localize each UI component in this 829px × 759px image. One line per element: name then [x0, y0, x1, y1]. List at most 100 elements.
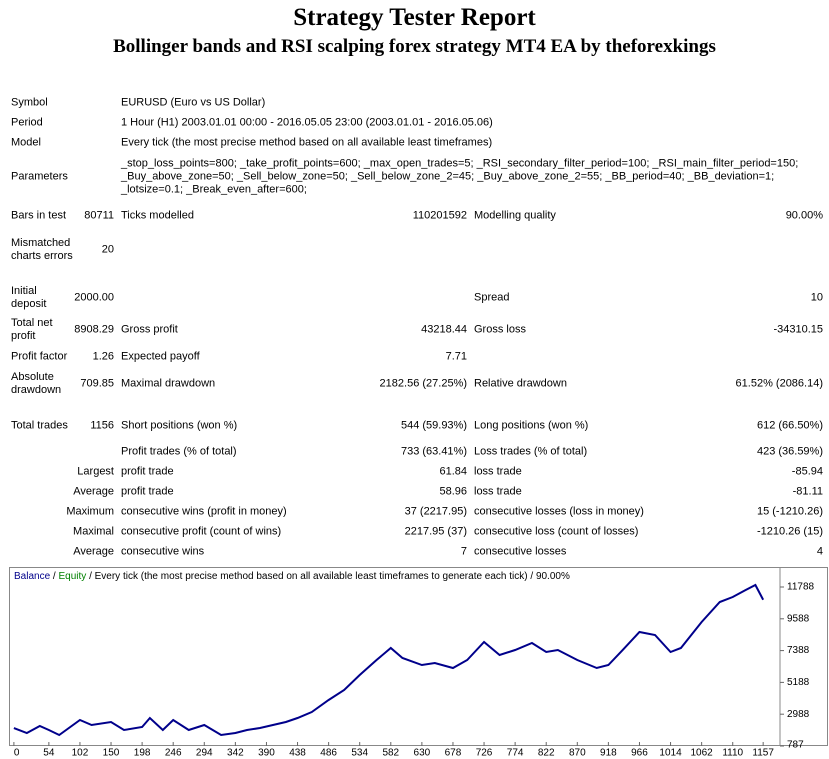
- stat-value: Maximal: [73, 525, 114, 538]
- stat-value: 80711: [84, 209, 114, 222]
- x-tick-label: 54: [43, 748, 55, 759]
- stat-label: Gross profit: [121, 323, 178, 336]
- info-label: Model: [11, 136, 41, 149]
- x-tick-label: 870: [569, 748, 586, 759]
- x-tick-label: 198: [134, 748, 151, 759]
- x-tick-label: 150: [103, 748, 120, 759]
- x-tick-label: 102: [72, 748, 89, 759]
- stat-value: 1156: [90, 419, 114, 432]
- stat-value: Maximum: [66, 505, 114, 518]
- stat-label: Total net profit: [11, 317, 53, 342]
- stat-label: Initial deposit: [11, 285, 47, 310]
- stat-label: Mismatched charts errors: [11, 237, 73, 262]
- stat-value: 709.85: [80, 377, 114, 390]
- stat-value: 15 (-1210.26): [756, 505, 823, 518]
- x-tick-label: 822: [538, 748, 555, 759]
- stat-label: consecutive wins (profit in money): [121, 505, 287, 518]
- x-tick-label: 678: [445, 748, 462, 759]
- stat-value: 61.84: [439, 465, 467, 478]
- stat-label: Short positions (won %): [121, 419, 238, 432]
- x-tick-label: 0: [14, 748, 20, 759]
- info-value: 1 Hour (H1) 2003.01.01 00:00 - 2016.05.0…: [121, 116, 493, 129]
- stat-value: 2000.00: [74, 291, 114, 304]
- stat-label: Modelling quality: [474, 209, 556, 222]
- chart-frame: [9, 567, 828, 746]
- stat-value: Largest: [77, 465, 114, 478]
- stat-label: Relative drawdown: [474, 377, 567, 390]
- x-tick-label: 486: [320, 748, 337, 759]
- x-tick-label: 438: [289, 748, 306, 759]
- x-tick-label: 534: [351, 748, 368, 759]
- report-title: Strategy Tester Report: [293, 4, 536, 31]
- stat-label: Absolute drawdown: [11, 371, 62, 396]
- x-tick-label: 294: [196, 748, 213, 759]
- stat-value: -81.11: [792, 485, 823, 498]
- stat-value: Average: [73, 485, 114, 498]
- info-label: Period: [11, 116, 43, 129]
- stat-value: 61.52% (2086.14): [735, 377, 823, 390]
- stat-value: 2217.95 (37): [404, 525, 467, 538]
- x-tick-label: 390: [258, 748, 275, 759]
- x-tick-label: 1062: [691, 748, 714, 759]
- y-tick-label: 5188: [787, 677, 810, 688]
- stat-label: loss trade: [474, 465, 522, 478]
- y-tick-label: 11788: [787, 582, 815, 593]
- x-tick-label: 918: [600, 748, 617, 759]
- x-tick-label: 342: [227, 748, 244, 759]
- stat-value: 37 (2217.95): [404, 505, 467, 518]
- x-tick-label: 246: [165, 748, 182, 759]
- info-value: _stop_loss_points=800; _take_profit_poin…: [121, 157, 799, 196]
- x-tick-label: 582: [382, 748, 399, 759]
- stat-value: 2182.56 (27.25%): [379, 377, 467, 390]
- stat-value: 4: [816, 545, 823, 558]
- stat-value: 110201592: [412, 209, 467, 222]
- info-label: Parameters: [11, 170, 68, 183]
- stat-value: 733 (63.41%): [400, 445, 467, 458]
- stat-value: 612 (66.50%): [756, 419, 823, 432]
- x-tick-label: 966: [631, 748, 648, 759]
- info-value: Every tick (the most precise method base…: [121, 136, 493, 149]
- x-tick-label: 1157: [752, 748, 774, 759]
- stat-label: Gross loss: [474, 323, 526, 336]
- x-tick-label: 630: [414, 748, 431, 759]
- stat-value: -85.94: [791, 465, 823, 478]
- stat-value: 544 (59.93%): [400, 419, 467, 432]
- legend-note: / Every tick (the most precise method ba…: [89, 571, 570, 582]
- stat-value: 43218.44: [421, 323, 467, 336]
- stat-label: loss trade: [474, 485, 522, 498]
- stat-label: Profit trades (% of total): [121, 445, 237, 458]
- stat-label: consecutive losses: [474, 545, 567, 558]
- stat-label: consecutive loss (count of losses): [474, 525, 639, 538]
- x-tick-label: 726: [476, 748, 493, 759]
- legend-balance: Balance: [14, 571, 51, 582]
- stat-label: Total trades: [11, 419, 68, 432]
- x-tick-label: 1014: [659, 748, 682, 759]
- report-subtitle: Bollinger bands and RSI scalping forex s…: [113, 36, 716, 57]
- stat-label: Maximal drawdown: [121, 377, 216, 390]
- stat-label: Bars in test: [11, 209, 67, 222]
- stat-value: 1.26: [92, 350, 114, 363]
- stat-value: 8908.29: [74, 323, 114, 336]
- stat-value: 423 (36.59%): [756, 445, 823, 458]
- stat-value: -1210.26 (15): [756, 525, 823, 538]
- stat-value: Average: [73, 545, 114, 558]
- stat-value: 7: [460, 545, 467, 558]
- y-tick-label: 7388: [787, 645, 810, 656]
- chart-legend: Balance / Equity / Every tick (the most …: [14, 571, 570, 582]
- info-value: EURUSD (Euro vs US Dollar): [121, 96, 266, 109]
- y-tick-label: 9588: [787, 613, 810, 624]
- stat-label: consecutive losses (loss in money): [474, 505, 644, 518]
- y-tick-label: 787: [787, 740, 804, 751]
- stat-label: profit trade: [121, 485, 174, 498]
- legend-separator: /: [53, 571, 56, 582]
- stat-value: -34310.15: [773, 323, 823, 336]
- stat-label: Ticks modelled: [121, 209, 194, 222]
- stat-label: Profit factor: [11, 350, 68, 363]
- stat-value: 90.00%: [785, 209, 823, 222]
- balance-chart: Balance / Equity / Every tick (the most …: [9, 567, 828, 759]
- x-tick-label: 774: [507, 748, 524, 759]
- stat-label: consecutive profit (count of wins): [121, 525, 282, 538]
- stat-label: Spread: [474, 291, 510, 304]
- x-tick-label: 1110: [722, 748, 743, 759]
